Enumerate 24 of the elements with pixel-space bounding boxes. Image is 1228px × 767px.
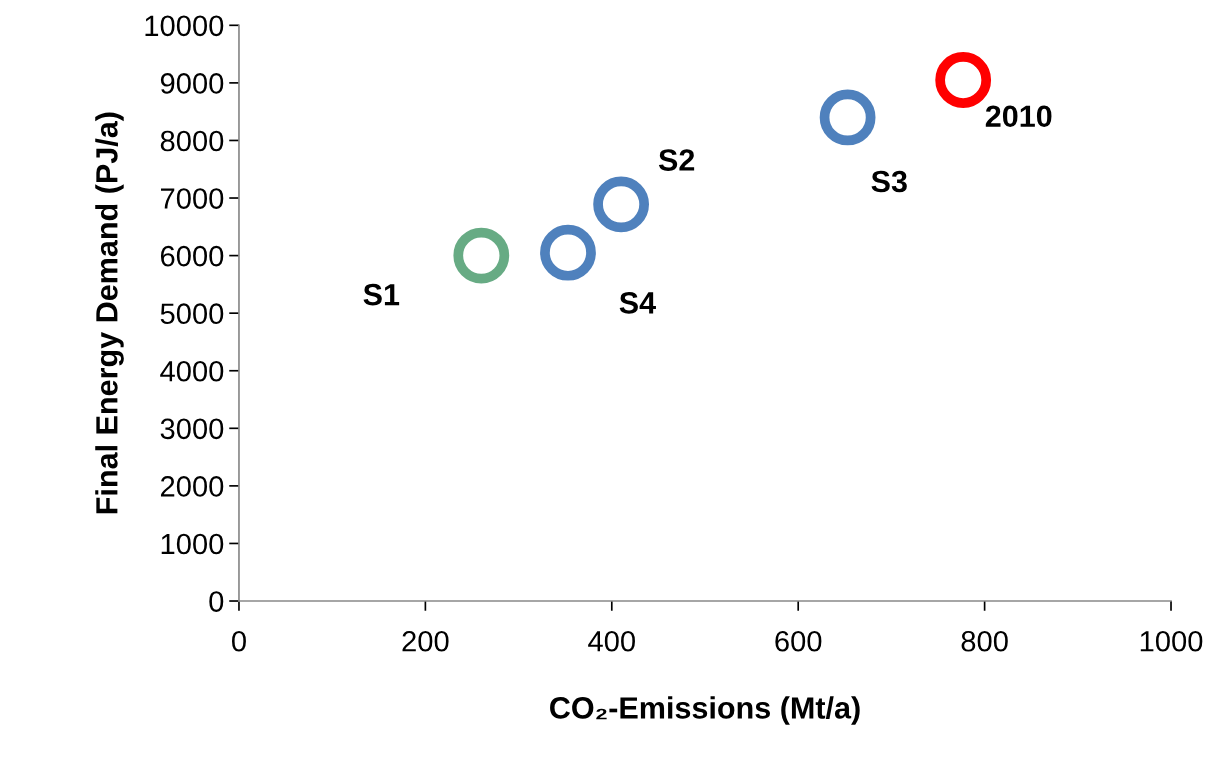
y-tick-label: 0 <box>209 591 224 612</box>
x-tick-label: 600 <box>775 630 822 652</box>
y-tick-label: 8000 <box>160 130 224 152</box>
y-tick-label: 1000 <box>161 533 224 555</box>
y-tick-label: 2000 <box>160 476 224 497</box>
y-axis-title: Final Energy Demand (PJ/a) <box>95 112 124 514</box>
x-tick-label: 0 <box>232 630 246 652</box>
y-tick-label: 4000 <box>160 360 224 382</box>
annotation: 2010 <box>985 105 1052 128</box>
annotation: S4 <box>619 292 656 314</box>
y-tick-label: 10000 <box>145 15 224 37</box>
x-tick-label: 1000 <box>1140 630 1203 652</box>
y-tick-label: 6000 <box>160 245 224 267</box>
x-axis-title: CO₂-Emissions (Mt/a) <box>550 696 860 725</box>
annotation: S1 <box>363 283 400 306</box>
y-tick-label: 5000 <box>160 303 224 325</box>
y-tick-label: 9000 <box>160 73 224 94</box>
annotation: S3 <box>871 170 907 193</box>
x-tick-label: 800 <box>961 630 1008 652</box>
annotation: S2 <box>658 149 695 171</box>
x-tick-label: 400 <box>588 630 635 652</box>
y-tick-label: 7000 <box>161 188 224 209</box>
x-tick-label: 200 <box>402 630 449 652</box>
y-tick-label: 3000 <box>160 418 224 440</box>
